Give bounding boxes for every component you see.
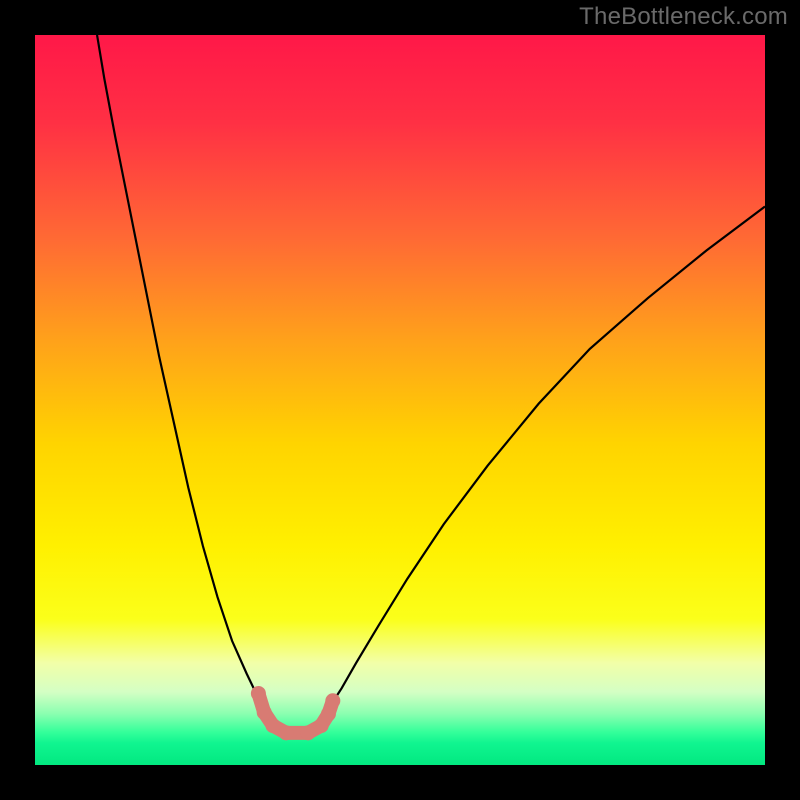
plot-area bbox=[35, 35, 765, 765]
bottom-highlight bbox=[251, 686, 340, 740]
chart-svg bbox=[35, 35, 765, 765]
watermark-text: TheBottleneck.com bbox=[579, 3, 788, 31]
curve-left bbox=[97, 35, 263, 705]
curve-right bbox=[331, 207, 765, 706]
